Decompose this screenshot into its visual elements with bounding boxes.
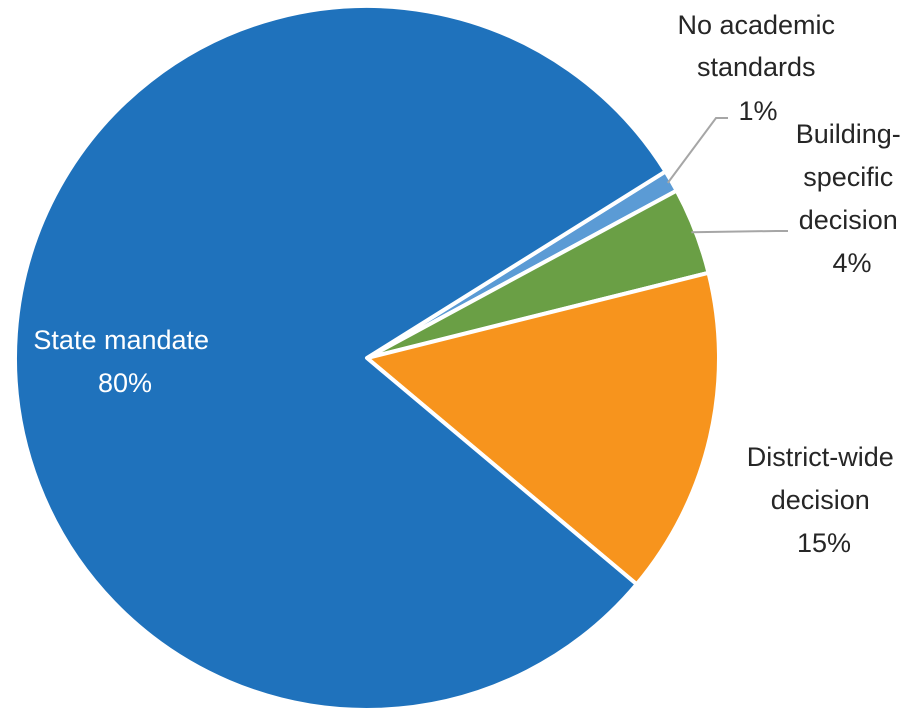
slice-label-district-wide-decision: District-wide decision 15%: [747, 442, 902, 558]
slice-label-building-specific-decision: Building- specific decision 4%: [796, 119, 909, 278]
pie-slice-state-mandate: [13, 4, 668, 712]
leader-line-no-academic-standards: [666, 117, 728, 184]
leader-lines-layer: [666, 117, 788, 234]
pie-slice-district-wide-decision: [365, 270, 721, 587]
leader-line-building-specific-decision: [691, 230, 788, 234]
slices-layer: [13, 4, 721, 712]
slice-label-state-mandate: State mandate 80%: [33, 325, 216, 398]
slice-label-no-academic-standards: No academic standards 1%: [677, 10, 842, 126]
